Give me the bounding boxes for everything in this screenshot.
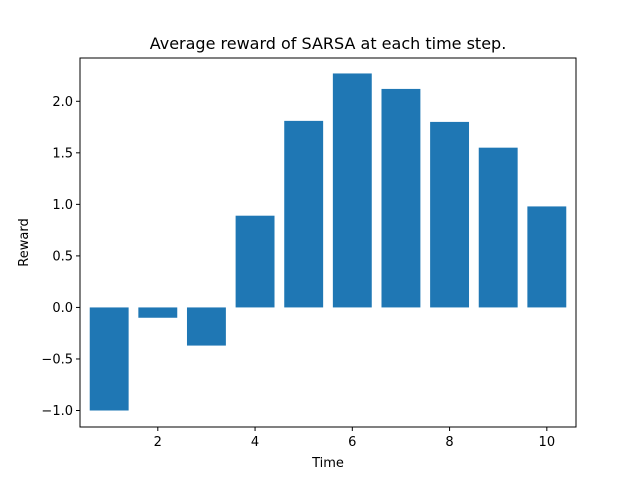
bar-10 (527, 206, 567, 308)
x-tick-label: 6 (348, 435, 356, 450)
bar-3 (186, 307, 226, 346)
bar-1 (89, 307, 129, 411)
x-tick-label: 8 (445, 435, 453, 450)
chart-title: Average reward of SARSA at each time ste… (150, 34, 507, 53)
x-tick-label: 2 (154, 435, 162, 450)
y-axis-ticks: −1.0 −0.5 0.0 0.5 1.0 1.5 2.0 (41, 95, 80, 419)
y-tick-label: −1.0 (41, 404, 73, 419)
bar-4 (235, 215, 275, 308)
x-tick-label: 4 (251, 435, 259, 450)
x-axis-ticks: 2 4 6 8 10 (154, 427, 555, 450)
y-tick-label: 1.0 (52, 198, 73, 213)
bar-8 (430, 121, 470, 308)
plot-frame (79, 57, 577, 428)
bar-2 (138, 307, 178, 318)
y-tick-label: 0.5 (52, 249, 73, 264)
y-axis-label: Reward (17, 218, 32, 266)
bar-7 (381, 88, 421, 308)
y-tick-label: 0.0 (52, 301, 73, 316)
y-tick-label: 2.0 (52, 95, 73, 110)
bar-9 (478, 147, 518, 308)
y-tick-label: −0.5 (41, 352, 73, 367)
bars-group (89, 73, 567, 411)
x-tick-label: 10 (539, 435, 556, 450)
bar-5 (284, 120, 324, 308)
bar-6 (332, 73, 372, 308)
x-axis-label: Time (311, 456, 344, 471)
y-tick-label: 1.5 (52, 146, 73, 161)
